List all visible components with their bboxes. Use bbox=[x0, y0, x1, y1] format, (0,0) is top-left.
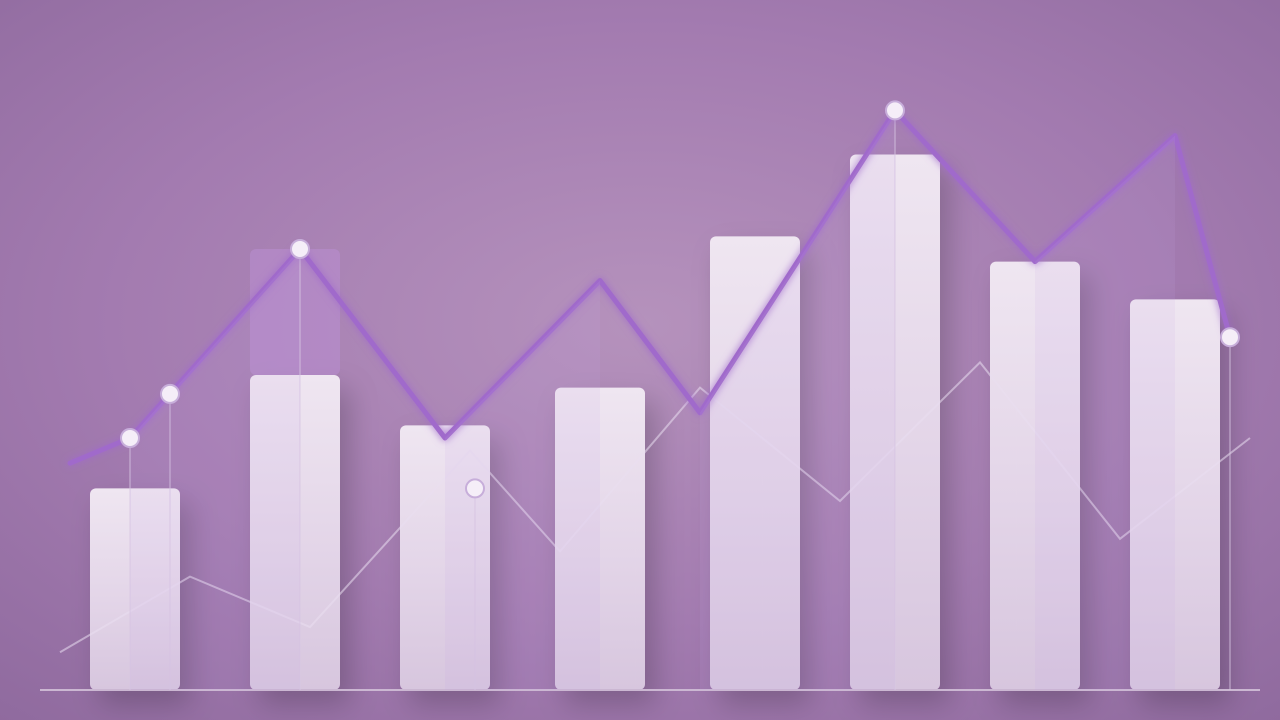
data-marker bbox=[121, 429, 139, 447]
chart-stage bbox=[0, 0, 1280, 720]
data-marker bbox=[466, 479, 484, 497]
data-marker bbox=[291, 240, 309, 258]
data-marker bbox=[886, 101, 904, 119]
data-marker bbox=[1221, 328, 1239, 346]
combo-chart bbox=[0, 0, 1280, 720]
data-marker bbox=[161, 385, 179, 403]
